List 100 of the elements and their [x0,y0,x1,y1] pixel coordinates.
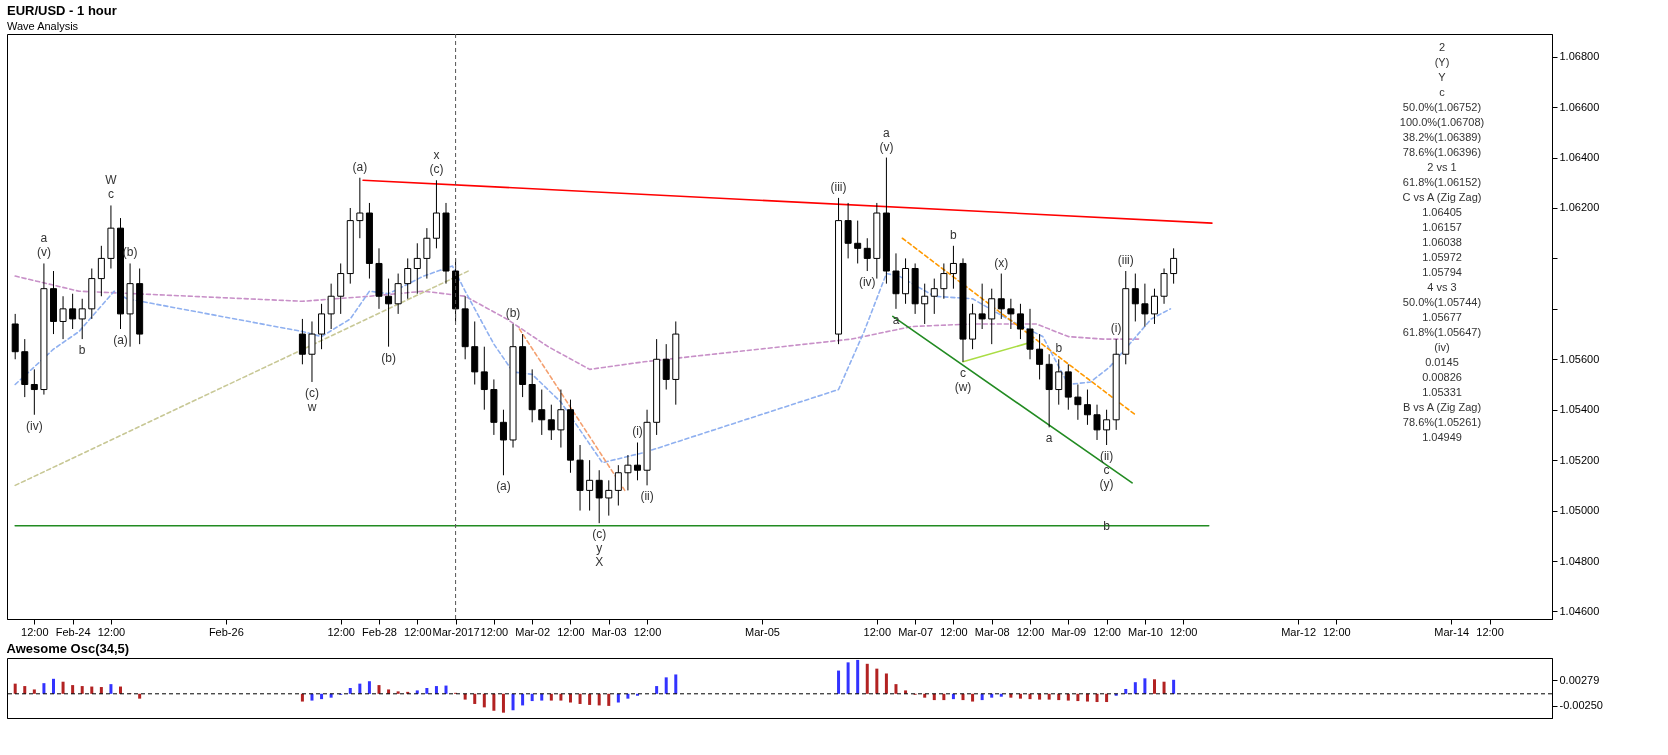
annotation: (iii) [1117,253,1134,268]
annotation: w [306,399,317,414]
y-tick-label: 1.06400 [1559,151,1600,164]
annotation: 0.00826 [1422,371,1462,383]
annotation: c [107,187,114,202]
annotation: 1.05794 [1422,266,1462,278]
chart-subtitle: Wave Analysis [7,19,79,32]
annotation: (i) [632,424,643,439]
x-tick-label: Mar-09 [1051,625,1087,638]
chart-title: EUR/USD - 1 hour [7,2,117,18]
annotation: (y) [1099,477,1114,492]
annotation: W [105,173,118,188]
y-tick-label: 1.05400 [1559,403,1600,416]
y-tick-label: 1.06200 [1559,201,1600,214]
annotation: 1.06405 [1422,206,1462,218]
annotation: (v) [36,245,51,260]
annotation: 100.0%(1.06708) [1399,116,1485,128]
annotation: a [40,231,48,246]
x-tick-label: Feb-24 [55,625,91,638]
annotation: (a) [352,159,368,174]
annotation: (v) [879,139,894,154]
annotation: c [960,365,966,380]
annotation: 1.06157 [1422,221,1462,233]
annotation: 4 vs 3 [1427,281,1457,293]
annotation: 2 vs 1 [1427,161,1457,173]
x-tick-label: 12:00 [1476,625,1504,638]
x-tick-label: Mar-10 [1127,625,1163,638]
x-tick-label: 12:00 [1016,625,1045,638]
annotation: (iii) [830,179,847,194]
annotation: 1.06038 [1422,236,1462,248]
annotation: b [78,343,86,358]
annotation: c [1103,463,1110,478]
y-tick-label: 1.05000 [1559,504,1600,517]
x-tick-label: 12:00 [1169,625,1198,638]
annotation: b [1055,341,1063,356]
annotation: (c) [429,162,444,177]
annotation: 61.8%(1.06152) [1402,176,1482,188]
x-tick-label: 12:00 [1093,625,1121,638]
annotation: 1.05677 [1422,311,1462,323]
y-tick-label: 1.06800 [1559,50,1600,63]
annotation: b [950,227,958,242]
x-tick-label: 12:00 [480,625,509,638]
y-tick-label: 1.04600 [1559,604,1600,617]
y-tick-label: 1.05200 [1559,453,1600,466]
x-tick-label: 12:00 [404,625,432,638]
x-tick-label: Mar-2017 [432,625,480,638]
annotation: (w) [954,379,972,394]
y-tick-label: 1.05600 [1559,352,1600,365]
x-tick-label: Mar-07 [898,625,934,638]
x-tick-label: Mar-03 [591,625,627,638]
x-tick-label: Mar-08 [974,625,1010,638]
x-tick-label: Feb-26 [208,625,244,638]
annotation: Y [1438,71,1447,83]
y-tick-label: 0.00279 [1559,673,1600,686]
annotation: 61.8%(1.05647) [1402,326,1482,338]
annotation: C vs A (Zig Zag) [1402,191,1482,203]
x-tick-label: 12:00 [97,625,126,638]
x-tick-label: Mar-12 [1281,625,1316,638]
annotation: 78.6%(1.06396) [1402,146,1482,158]
annotation: (iv) [26,418,43,433]
annotation: (iv) [1434,341,1450,353]
x-tick-label: 12:00 [327,625,355,638]
x-tick-label: Mar-05 [745,625,780,638]
annotation: y [596,541,603,556]
x-tick-label: 12:00 [21,625,49,638]
annotation: (c) [304,385,319,400]
annotation: (b) [381,350,396,365]
annotation: 1.05972 [1422,251,1462,263]
annotation: c [1439,86,1446,98]
annotation: (ii) [640,489,654,504]
x-tick-label: 12:00 [633,625,662,638]
annotation: a [883,125,891,140]
annotation: 1.05331 [1422,386,1462,398]
annotation: 2 [1438,41,1446,53]
x-tick-label: 12:00 [863,625,892,638]
annotation: (iv) [858,275,876,290]
annotation: a [1045,431,1053,446]
annotation: 0.0145 [1425,356,1459,368]
annotation: (a) [113,333,128,348]
annotation: 38.2%(1.06389) [1402,131,1482,143]
annotation: (Y) [1434,56,1450,68]
annotation: (ii) [1099,449,1114,464]
annotation: B vs A (Zig Zag) [1402,401,1482,413]
annotation: (c) [592,527,607,542]
y-tick-label: 1.04800 [1559,554,1600,567]
x-tick-label: Mar-14 [1434,625,1470,638]
annotation: (i) [1110,321,1122,336]
annotation: X [595,555,604,570]
chart-title: Awesome Osc(34,5) [6,641,130,656]
annotation: 78.6%(1.05261) [1402,416,1482,428]
x-tick-label: 12:00 [1323,625,1351,638]
annotation: 50.0%(1.05744) [1402,296,1482,308]
x-tick-label: 12:00 [940,625,968,638]
annotation: (x) [994,255,1009,270]
annotation: x [433,148,440,163]
y-tick-label: 1.06600 [1559,100,1600,113]
y-tick-label: -0.00250 [1559,699,1603,712]
x-tick-label: Feb-28 [362,625,397,638]
x-tick-label: Mar-02 [515,625,551,638]
x-tick-label: 12:00 [557,625,585,638]
